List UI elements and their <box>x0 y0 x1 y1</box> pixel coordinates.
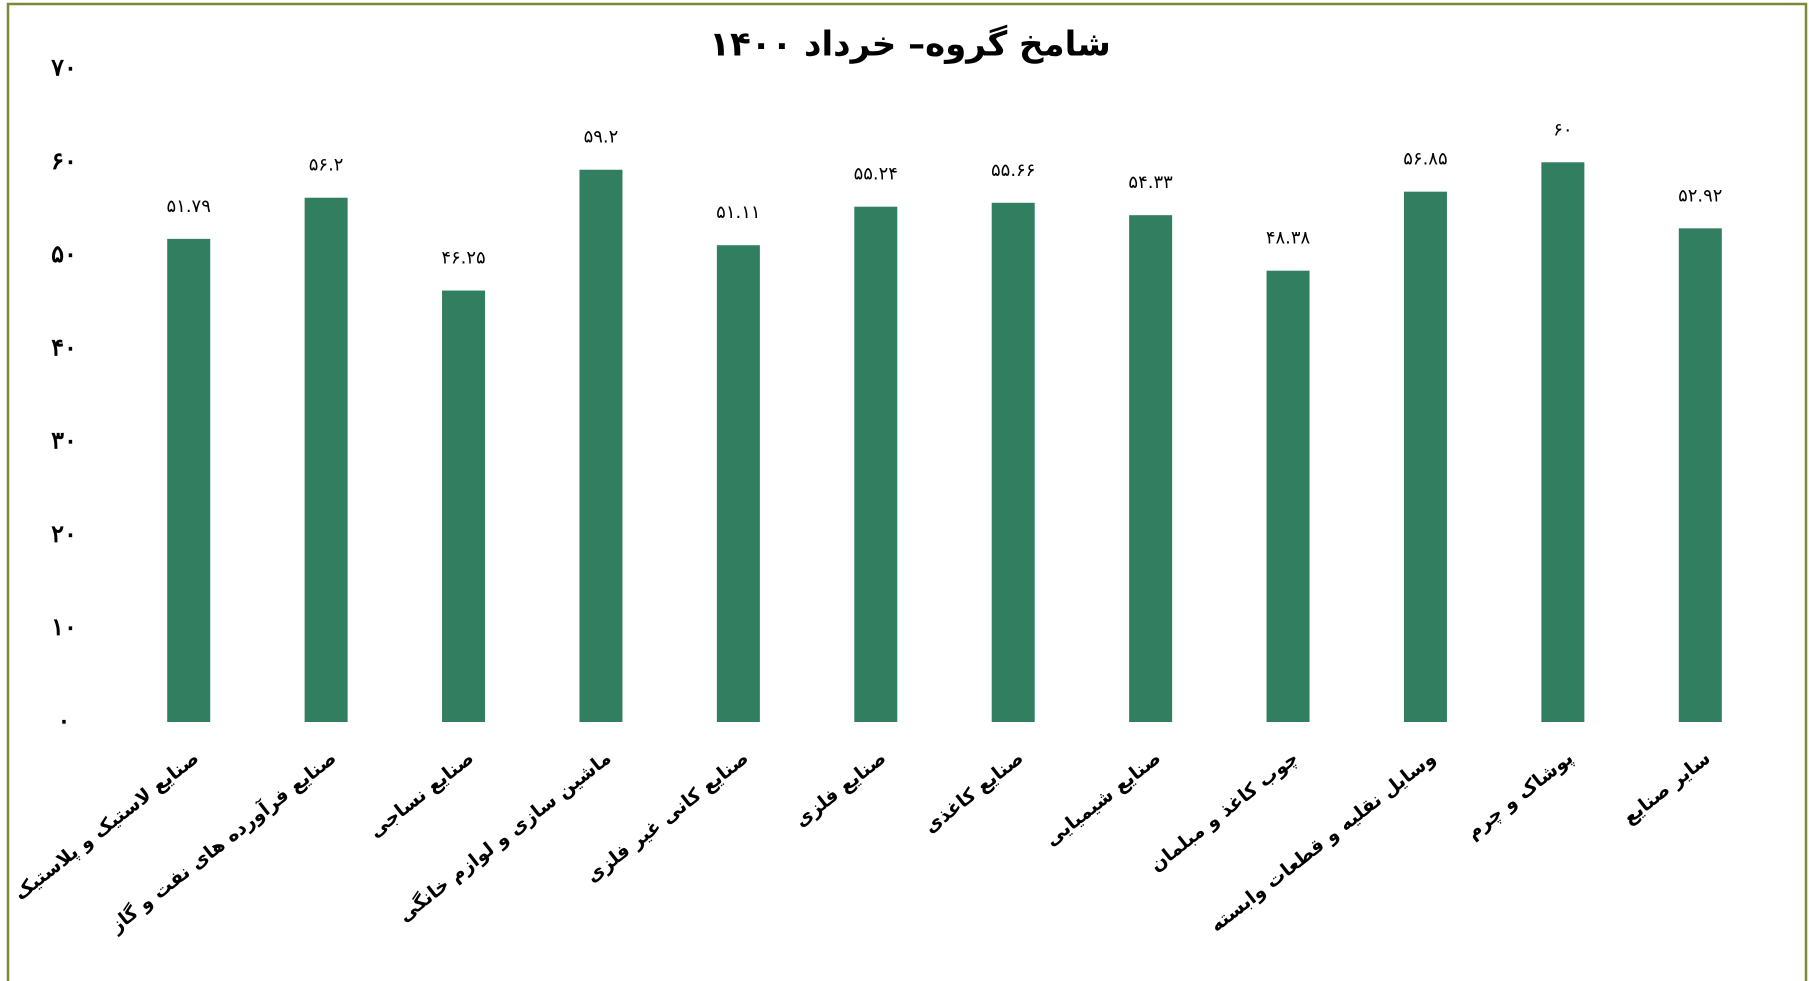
data-label: ۵۶.۲ <box>309 155 344 176</box>
y-tick-label: ۰ <box>58 706 71 735</box>
bar <box>1266 270 1310 722</box>
data-label: ۵۶.۸۵ <box>1403 149 1447 170</box>
bar <box>1541 162 1585 723</box>
bar <box>167 238 211 722</box>
y-tick-label: ۵۰ <box>51 239 77 268</box>
data-label: ۵۹.۲ <box>584 127 619 148</box>
bar <box>1403 191 1447 722</box>
y-tick-label: ۷۰ <box>50 53 77 82</box>
data-label: ۵۵.۲۴ <box>854 164 898 185</box>
data-label: ۴۶.۲۵ <box>441 248 485 269</box>
data-label: ۶۰ <box>1553 119 1572 140</box>
bar <box>716 245 760 722</box>
bar <box>854 206 898 723</box>
data-label: ۵۴.۳۳ <box>1128 172 1173 193</box>
bar <box>442 290 486 722</box>
data-label: ۵۵.۶۶ <box>991 160 1035 181</box>
bar <box>1129 215 1173 722</box>
bar <box>1678 228 1722 722</box>
data-label: ۵۱.۷۹ <box>167 196 211 217</box>
bar <box>579 169 623 723</box>
y-tick-label: ۳۰ <box>51 426 77 455</box>
bar <box>304 197 348 723</box>
data-label: ۵۱.۱۱ <box>716 202 760 223</box>
y-tick-label: ۱۰ <box>51 612 77 641</box>
y-tick-label: ۴۰ <box>51 332 77 361</box>
chart-title: شامخ گروه– خرداد ۱۴۰۰ <box>709 25 1111 65</box>
bar <box>991 202 1035 722</box>
data-label: ۵۲.۹۲ <box>1678 185 1722 206</box>
y-tick-label: ۶۰ <box>51 146 77 175</box>
y-tick-label: ۲۰ <box>51 519 77 548</box>
data-label: ۴۸.۳۸ <box>1266 228 1311 249</box>
chart-border <box>6 2 1808 981</box>
